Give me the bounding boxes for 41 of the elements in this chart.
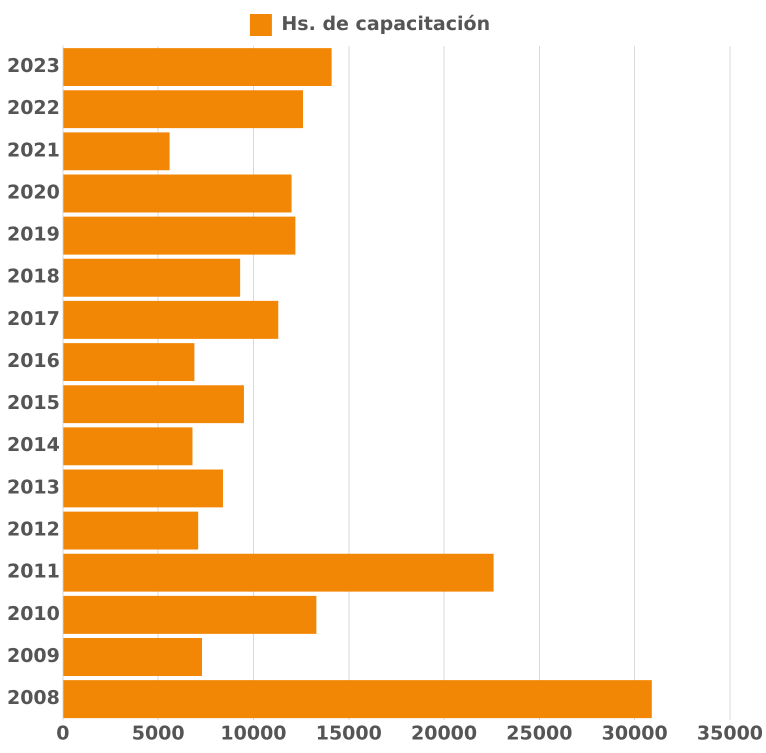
y-tick-label: 2012 [6,518,60,541]
bar [63,385,244,424]
y-tick-label: 2021 [6,139,60,162]
legend-label: Hs. de capacitación [281,12,490,35]
bar [63,216,296,255]
bar [63,469,223,508]
x-tick-label: 10000 [220,722,287,745]
bar [63,596,316,634]
y-tick-label: 2013 [6,476,60,498]
y-tick-label: 2009 [6,644,60,667]
bar [63,680,652,718]
x-tick-label: 30000 [602,722,668,745]
y-tick-label: 2018 [6,266,60,288]
bar [63,174,292,212]
bar [63,90,304,128]
x-tick-label: 25000 [506,722,572,745]
y-tick-label: 2015 [6,392,60,414]
bar [63,300,278,339]
y-tick-label: 2016 [6,350,60,372]
y-tick-label: 2014 [6,434,60,456]
x-tick-label: 5000 [132,722,185,745]
bar [63,638,202,676]
bar [63,132,170,170]
bar [63,512,198,550]
x-tick-label: 15000 [316,722,382,745]
bar [63,343,194,381]
y-tick-label: 2022 [6,97,60,120]
x-tick-label: 20000 [411,722,478,745]
x-tick-label: 0 [56,722,70,745]
bar [63,554,494,592]
bar [63,258,240,297]
y-tick-label: 2020 [6,181,60,204]
x-tick-label: 35000 [696,722,764,745]
bar [63,48,332,86]
bar [63,427,192,466]
y-tick-label: 2011 [6,560,60,583]
y-tick-label: 2017 [6,308,60,330]
y-tick-label: 2019 [6,224,60,246]
y-tick-label: 2010 [6,602,60,625]
y-tick-label: 2008 [6,687,60,710]
y-tick-label: 2023 [6,55,60,78]
